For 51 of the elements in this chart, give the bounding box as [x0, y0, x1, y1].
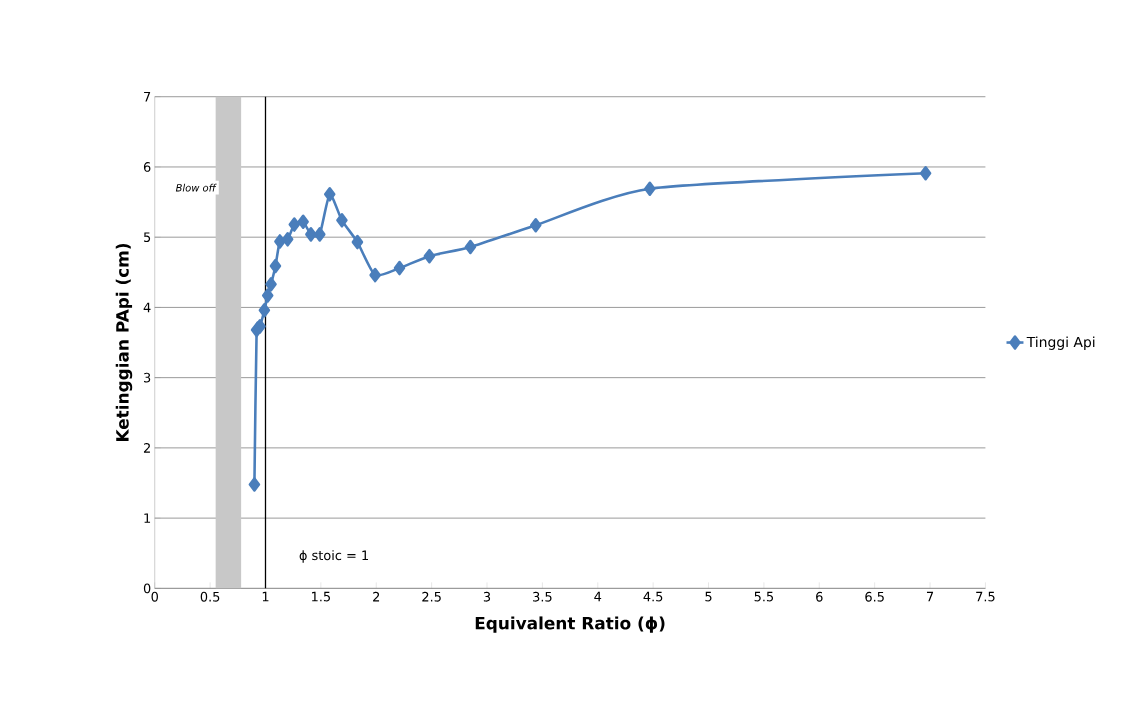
ref-line-label: ϕ stoic = 1: [299, 550, 368, 563]
x-tick-label: 3: [483, 591, 491, 602]
point: [313, 227, 326, 242]
y-tick-label: 0: [143, 583, 151, 594]
point: [423, 248, 436, 264]
point: [297, 214, 309, 230]
point: [265, 276, 277, 292]
point: [254, 319, 266, 334]
x-tick-label: 2.5: [422, 591, 441, 602]
point: [351, 234, 364, 250]
legend-label: Tinggi Api: [1026, 336, 1095, 350]
point: [269, 258, 282, 274]
point: [369, 267, 381, 283]
point: [529, 217, 542, 233]
point: [288, 217, 301, 232]
x-tick-label: 6.5: [865, 591, 884, 602]
x-tick-label: 7: [926, 591, 934, 602]
x-tick-label: 1: [262, 591, 269, 602]
x-tick-label: 4: [594, 591, 602, 602]
y-axis-title: Ketinggian PApi (cm): [115, 243, 133, 442]
point: [258, 302, 271, 318]
x-tick-label: 0.5: [200, 591, 220, 602]
y-tick-label: 2: [143, 443, 150, 453]
y-tick-label: 7: [144, 92, 151, 102]
x-tick-label: 3.5: [533, 591, 552, 602]
y-tick-label: 1: [144, 513, 151, 523]
x-tick-label: 0: [151, 591, 158, 602]
point: [336, 213, 348, 228]
point: [464, 239, 477, 255]
point: [644, 181, 656, 196]
point: [281, 232, 294, 247]
x-tick-label: 5.5: [754, 591, 774, 602]
point: [274, 234, 286, 249]
point: [323, 187, 336, 202]
x-tick-label: 2: [373, 591, 380, 602]
point: [393, 260, 406, 276]
y-tick-label: 3: [143, 372, 151, 383]
x-tick-label: 4.5: [643, 591, 663, 602]
band-label: Blow off: [175, 183, 217, 192]
point: [248, 477, 261, 492]
point: [305, 227, 317, 242]
x-axis-title: Equivalent Ratio (ϕ): [475, 616, 665, 633]
point: [261, 288, 274, 303]
x-tick-label: 7.5: [976, 591, 995, 602]
x-tick-label: 6: [816, 591, 823, 602]
y-tick-label: 4: [143, 302, 151, 313]
y-tick-label: 5: [144, 232, 151, 242]
x-tick-label: 1.5: [312, 591, 331, 602]
x-tick-label: 5: [705, 591, 712, 602]
point: [919, 166, 932, 181]
y-tick-label: 6: [143, 162, 151, 172]
